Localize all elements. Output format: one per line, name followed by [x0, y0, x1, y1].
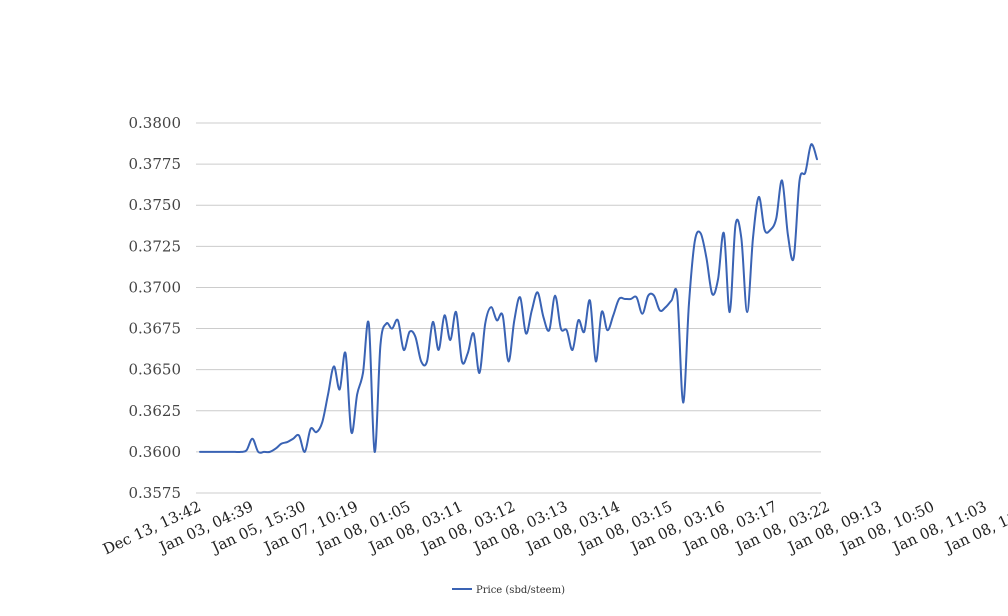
y-tick-label: 0.3600	[129, 443, 182, 461]
series-layer	[199, 143, 818, 454]
y-tick-label: 0.3700	[129, 278, 182, 296]
y-tick-label: 0.3575	[129, 484, 182, 502]
legend-label: Price (sbd/steem)	[476, 585, 565, 596]
series-line-price[interactable]	[199, 143, 818, 454]
legend[interactable]: Price (sbd/steem)	[452, 585, 565, 596]
y-tick-label: 0.3650	[129, 361, 182, 379]
y-axis-tick-labels: 0.3575 0.3600 0.3625 0.3650 0.3675 0.3700 0.37…	[129, 114, 182, 502]
y-tick-label: 0.3675	[129, 320, 182, 338]
y-tick-label: 0.3800	[129, 114, 182, 132]
y-tick-label: 0.3625	[129, 402, 182, 420]
y-tick-label: 0.3750	[129, 196, 182, 214]
y-tick-label: 0.3775	[129, 155, 182, 173]
gridlines	[196, 122, 821, 494]
y-tick-label: 0.3725	[129, 237, 182, 255]
